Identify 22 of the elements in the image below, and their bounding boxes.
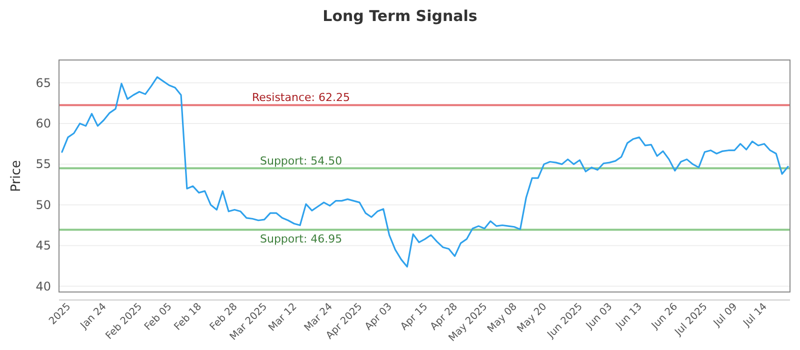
y-tick-label: 65 <box>36 76 51 90</box>
y-tick-label: 55 <box>36 157 51 172</box>
x-tick-label: Jul 14 <box>741 301 770 330</box>
x-tick-label: Jul 09 <box>711 301 740 330</box>
y-tick-label: 45 <box>36 238 51 253</box>
y-tick-label: 60 <box>36 116 51 130</box>
x-tick-label: Feb 05 <box>142 301 174 333</box>
x-tick-label: Mar 12 <box>266 301 300 334</box>
x-tick-label: Jun 03 <box>584 301 615 332</box>
line-series <box>61 76 789 268</box>
x-tick-label: Feb 18 <box>172 301 204 333</box>
x-tick-label: Jun 13 <box>614 301 644 332</box>
y-tick-label: 50 <box>36 198 51 212</box>
y-tick-label: 40 <box>36 279 51 294</box>
ref-line-label: Resistance: 62.25 <box>252 91 350 104</box>
ref-line-label: Support: 46.95 <box>260 232 342 246</box>
x-tick-label: Apr 15 <box>398 301 430 333</box>
x-tick-label: Jan 24 <box>78 301 109 332</box>
y-axis-title: Price <box>9 160 24 192</box>
x-tick-label: Apr 03 <box>363 301 394 333</box>
chart-title: Long Term Signals <box>322 7 478 25</box>
ref-line-label: Support: 54.50 <box>260 154 342 168</box>
